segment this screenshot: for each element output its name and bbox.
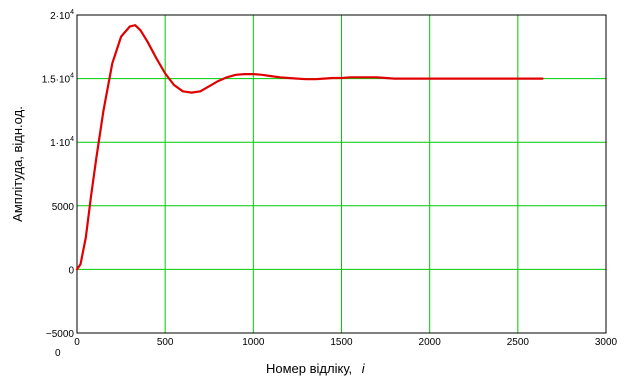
series-group bbox=[75, 24, 544, 271]
x-tick-label: 1000 bbox=[242, 337, 265, 348]
y-tick-label: 2·104 bbox=[50, 9, 74, 22]
y-tick-label: 1.5·104 bbox=[42, 73, 74, 86]
plot-frame bbox=[76, 14, 607, 334]
x-tick-label: 0 bbox=[74, 337, 80, 348]
x-tick-label: 3000 bbox=[595, 337, 618, 348]
x-tick-label: 500 bbox=[157, 337, 174, 348]
x-tick-label: 2000 bbox=[419, 337, 442, 348]
x-axis-label-variable: i bbox=[362, 361, 366, 376]
corner-label: 0 bbox=[55, 348, 61, 359]
x-axis-label: Номер відліку, i bbox=[266, 361, 366, 376]
grid bbox=[77, 15, 606, 333]
x-tick-labels: 0 500 1000 1500 2000 2500 3000 bbox=[74, 337, 617, 348]
y-tick-label: 5000 bbox=[52, 202, 75, 213]
x-tick-label: 2500 bbox=[507, 337, 530, 348]
y-tick-label: −5000 bbox=[46, 329, 75, 340]
y-axis-label: Амплітуда, відн.од. bbox=[10, 106, 25, 222]
x-tick-label: 1500 bbox=[330, 337, 353, 348]
series-line bbox=[75, 24, 544, 271]
y-tick-label: 0 bbox=[68, 265, 74, 276]
y-tick-label: 1·104 bbox=[50, 136, 74, 149]
x-axis-label-text: Номер відліку, bbox=[266, 361, 352, 376]
y-tick-labels: −5000 0 5000 1·104 1.5·104 2·104 bbox=[42, 9, 75, 340]
